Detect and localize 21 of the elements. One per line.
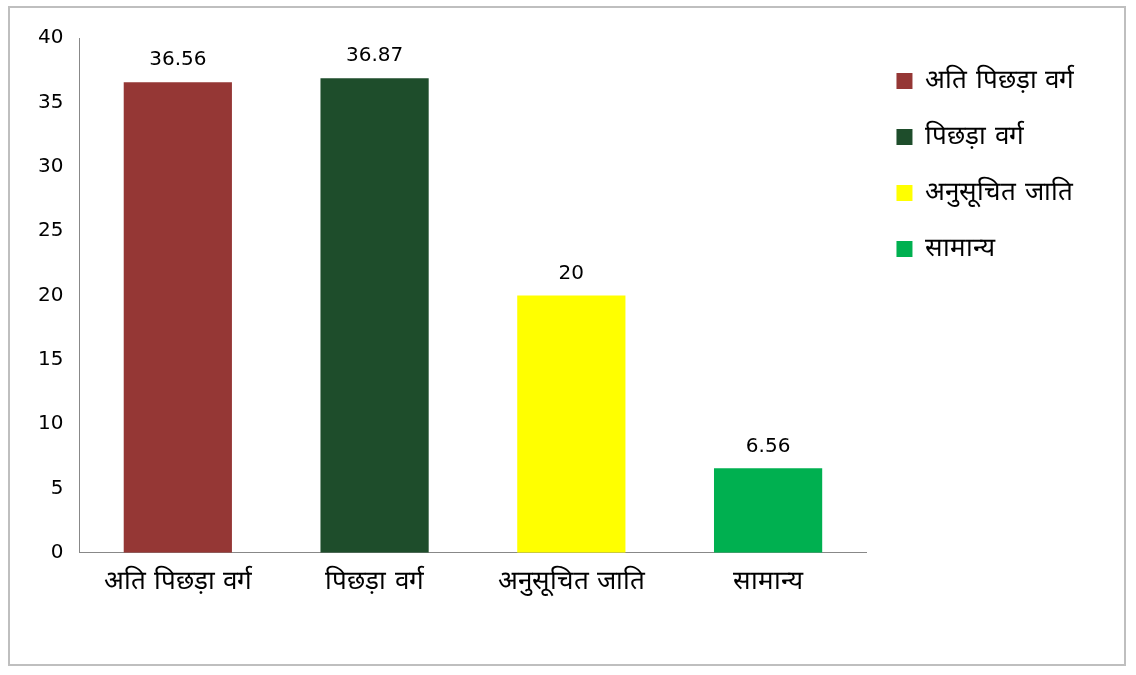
data-label: 36.56 — [149, 46, 207, 71]
y-tick-label: 20 — [38, 281, 64, 306]
legend-label: पिछड़ा वर्ग — [925, 119, 1025, 150]
legend-label: सामान्य — [925, 231, 997, 262]
data-label: 6.56 — [745, 432, 791, 457]
y-tick-label: 30 — [38, 152, 64, 177]
x-tick-label: पिछड़ा वर्ग — [325, 565, 425, 596]
x-tick-label: अनुसूचित जाति — [497, 565, 646, 598]
y-tick-label: 0 — [50, 539, 64, 563]
y-tick-label: 5 — [50, 474, 64, 499]
y-tick-label: 15 — [38, 345, 64, 370]
legend-label: अनुसूचित जाति — [925, 175, 1074, 208]
legend-label: अति पिछड़ा वर्ग — [925, 63, 1075, 94]
y-tick-label: 10 — [38, 410, 64, 435]
data-label: 20 — [558, 259, 585, 284]
x-tick-label: सामान्य — [733, 565, 805, 596]
data-label: 36.87 — [345, 42, 404, 67]
x-tick-label: अति पिछड़ा वर्ग — [103, 565, 254, 596]
y-tick-label: 35 — [38, 88, 64, 113]
y-tick-label: 40 — [38, 24, 64, 49]
y-tick-label: 25 — [38, 217, 64, 242]
